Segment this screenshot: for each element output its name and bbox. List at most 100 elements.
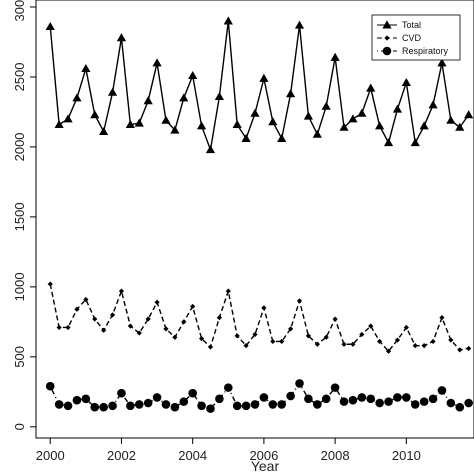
respiratory-point: [375, 398, 384, 408]
respiratory-point: [304, 394, 313, 404]
total-point: [392, 104, 403, 113]
series-respiratory: [45, 379, 473, 413]
total-point: [188, 70, 198, 80]
cvd-point: [47, 281, 53, 287]
respiratory-point: [259, 393, 269, 402]
total-point: [437, 58, 447, 67]
cvd-point: [341, 341, 347, 347]
total-point: [45, 21, 55, 31]
plot-frame: [35, 0, 474, 439]
y-tick-label: 500: [12, 346, 27, 368]
respiratory-point: [143, 398, 153, 408]
cvd-point: [288, 326, 294, 332]
total-point: [63, 114, 73, 123]
total-point: [348, 114, 358, 123]
respiratory-point: [215, 394, 224, 404]
respiratory-point: [393, 393, 402, 402]
respiratory-point: [117, 388, 126, 398]
respiratory-point: [464, 398, 473, 408]
total-point: [125, 119, 135, 128]
respiratory-point: [321, 394, 331, 404]
cvd-point: [163, 326, 169, 332]
total-point: [303, 111, 314, 120]
respiratory-point: [188, 388, 197, 398]
total-point: [419, 121, 429, 130]
cvd-point: [385, 348, 392, 354]
total-point: [107, 87, 118, 96]
cvd-point: [261, 305, 267, 311]
cvd-point: [154, 299, 160, 305]
cvd-point: [350, 341, 356, 347]
total-point: [286, 89, 296, 98]
respiratory-point: [134, 400, 144, 409]
plot-area: [45, 16, 474, 413]
respiratory-point: [99, 402, 108, 412]
cvd-point: [377, 338, 383, 345]
cvd-point: [403, 324, 409, 331]
respiratory-point: [446, 398, 456, 408]
respiratory-point: [268, 400, 278, 409]
series-cvd: [47, 281, 472, 354]
cvd-point: [430, 338, 436, 345]
cvd-point: [323, 334, 329, 340]
total-point: [90, 110, 100, 119]
legend-cvd-marker: [384, 35, 390, 41]
total-point: [116, 33, 127, 42]
respiratory-point: [126, 401, 135, 411]
legend-total-marker: [382, 20, 392, 29]
cvd-point: [216, 315, 222, 321]
legend: Total CVD Respiratory: [371, 14, 461, 61]
total-point: [170, 125, 180, 134]
respiratory-point: [72, 395, 82, 405]
cvd-point: [118, 288, 125, 294]
total-point: [143, 96, 153, 105]
total-point: [196, 121, 207, 130]
cvd-point: [252, 331, 258, 338]
cvd-point: [127, 323, 133, 329]
legend-item-total: Total: [377, 20, 421, 30]
y-tick-label: 3000: [12, 0, 27, 21]
cvd-point: [466, 345, 472, 352]
cvd-point: [225, 288, 231, 294]
total-point: [312, 129, 322, 138]
total-point: [161, 115, 171, 124]
cvd-point: [181, 319, 187, 325]
respiratory-point: [295, 379, 304, 388]
cvd-point: [136, 330, 142, 336]
cvd-point: [92, 316, 98, 322]
total-point: [375, 121, 385, 130]
x-tick-label: 2004: [178, 448, 207, 463]
respiratory-point: [410, 400, 420, 409]
respiratory-point: [455, 402, 465, 412]
total-point: [277, 133, 287, 142]
total-point: [401, 77, 411, 87]
total-point: [205, 145, 216, 154]
respiratory-point: [223, 383, 233, 392]
total-point: [268, 117, 278, 126]
y-tick-label: 2000: [12, 132, 27, 161]
cvd-point: [65, 324, 71, 331]
respiratory-point: [161, 400, 171, 409]
total-point: [259, 73, 269, 82]
total-point: [455, 122, 465, 131]
total-point: [214, 91, 224, 101]
cvd-point: [172, 334, 178, 340]
x-axis-title: Year: [251, 458, 280, 474]
total-point: [294, 20, 305, 29]
respiratory-point: [232, 401, 242, 411]
legend-label: CVD: [402, 33, 422, 43]
respiratory-point: [170, 402, 180, 412]
cvd-point: [296, 298, 303, 304]
cvd-point: [243, 343, 249, 349]
cvd-point: [56, 324, 62, 331]
cvd-line: [49, 283, 469, 353]
total-point: [152, 58, 162, 67]
total-point: [232, 119, 242, 128]
respiratory-point: [437, 386, 447, 395]
cvd-point: [83, 296, 89, 303]
respiratory-point: [241, 401, 251, 411]
cvd-point: [457, 347, 463, 353]
total-point: [81, 63, 91, 73]
total-point: [428, 100, 438, 109]
